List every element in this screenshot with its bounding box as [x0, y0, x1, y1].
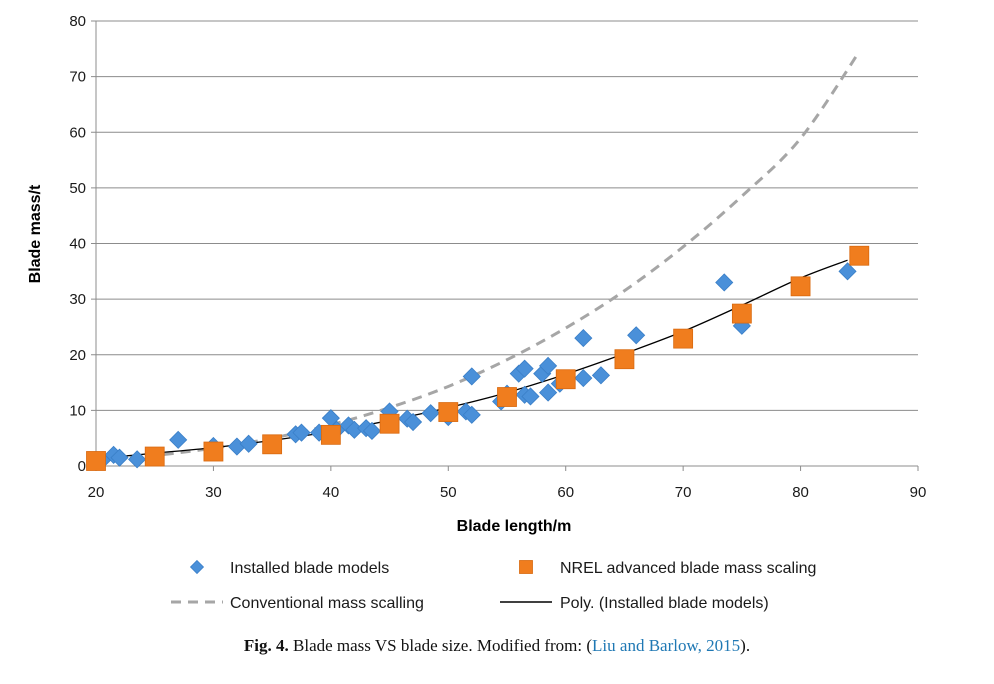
- nrel-scaling-point: [144, 446, 165, 467]
- y-axis-title: Blade mass/t: [27, 184, 44, 283]
- legend-label: Poly. (Installed blade models): [560, 595, 769, 612]
- blade-mass-chart: 0 10 20 30 40 50 60 70 80 20 30 40 50 60 70 80 90 Blade …: [27, 13, 926, 612]
- installed-blade-point: [462, 405, 481, 424]
- legend-marker-diamond: [189, 559, 205, 575]
- gridlines: [96, 20, 918, 411]
- x-tick-label: 70: [675, 484, 692, 501]
- x-tick-label: 30: [205, 484, 222, 501]
- installed-blade-point: [403, 412, 423, 432]
- nrel-scaling-point: [262, 434, 283, 455]
- installed-blade-point: [362, 421, 382, 441]
- installed-blade-point: [838, 262, 857, 281]
- y-tick-label: 50: [69, 180, 86, 197]
- installed-blade-point: [128, 450, 147, 469]
- caption-reference-link[interactable]: Liu and Barlow, 2015: [592, 636, 741, 655]
- installed-blade-point: [462, 367, 481, 386]
- y-tick-label: 0: [78, 458, 86, 475]
- nrel-scaling-point: [203, 441, 224, 462]
- installed-blade-point: [539, 383, 558, 402]
- x-tick-label: 20: [88, 484, 105, 501]
- installed-blade-point: [421, 404, 440, 423]
- nrel-scaling-point: [555, 369, 576, 390]
- installed-blade-point: [591, 366, 611, 385]
- installed-blade-point: [169, 430, 188, 449]
- installed-blade-point: [539, 356, 558, 375]
- installed-blade-point: [521, 387, 540, 406]
- axes: [91, 20, 919, 471]
- series-line: [95, 50, 861, 462]
- nrel-scaling-point: [86, 451, 106, 471]
- caption-close: ).: [740, 636, 751, 655]
- y-tick-label: 40: [69, 236, 86, 253]
- nrel-scaling-point: [790, 276, 811, 297]
- legend-marker-square: [519, 560, 533, 574]
- installed-blade-point: [574, 328, 593, 348]
- series-points: [86, 245, 870, 471]
- nrel-scaling-point: [614, 349, 635, 370]
- x-tick-label: 60: [557, 484, 574, 501]
- caption-text: Blade mass VS blade size. Modified from:…: [293, 636, 593, 655]
- x-tick-label: 50: [440, 484, 457, 501]
- y-tick-label: 20: [69, 347, 86, 364]
- nrel-scaling-point: [849, 245, 870, 266]
- legend: Installed blade models NREL advanced blad…: [171, 559, 816, 612]
- legend-label: Installed blade models: [230, 560, 389, 577]
- figure-caption: Fig. 4. Blade mass VS blade size. Modifi…: [0, 636, 994, 656]
- nrel-scaling-point: [731, 303, 752, 324]
- nrel-scaling-point: [379, 413, 400, 434]
- installed-blade-point: [239, 434, 258, 453]
- x-axis-title: Blade length/m: [457, 518, 572, 535]
- legend-label: Conventional mass scalling: [230, 595, 424, 612]
- legend-label: NREL advanced blade mass scaling: [560, 560, 816, 577]
- nrel-scaling-point: [320, 424, 341, 445]
- installed-blade-point: [715, 273, 734, 292]
- x-tick-label: 40: [323, 484, 340, 501]
- nrel-scaling-point: [497, 387, 517, 407]
- y-tick-label: 70: [69, 69, 86, 86]
- series-line: [95, 259, 848, 460]
- installed-blade-point: [515, 359, 534, 378]
- nrel-scaling-point: [673, 328, 694, 349]
- y-tick-label: 60: [69, 124, 86, 141]
- x-tick-label: 90: [910, 484, 927, 501]
- series-lines: [95, 50, 861, 462]
- caption-label: Fig. 4.: [243, 636, 289, 655]
- y-tick-label: 30: [69, 291, 86, 308]
- nrel-scaling-point: [438, 402, 459, 422]
- installed-blade-point: [110, 448, 129, 467]
- y-tick-label: 80: [69, 13, 86, 30]
- y-tick-label: 10: [69, 402, 86, 419]
- installed-blade-point: [627, 326, 646, 345]
- x-tick-label: 80: [792, 484, 809, 501]
- installed-blade-point: [292, 423, 311, 442]
- installed-blade-point: [574, 369, 593, 388]
- tick-labels: 0 10 20 30 40 50 60 70 80 20 30 40 50 60 70 80 90: [69, 13, 926, 501]
